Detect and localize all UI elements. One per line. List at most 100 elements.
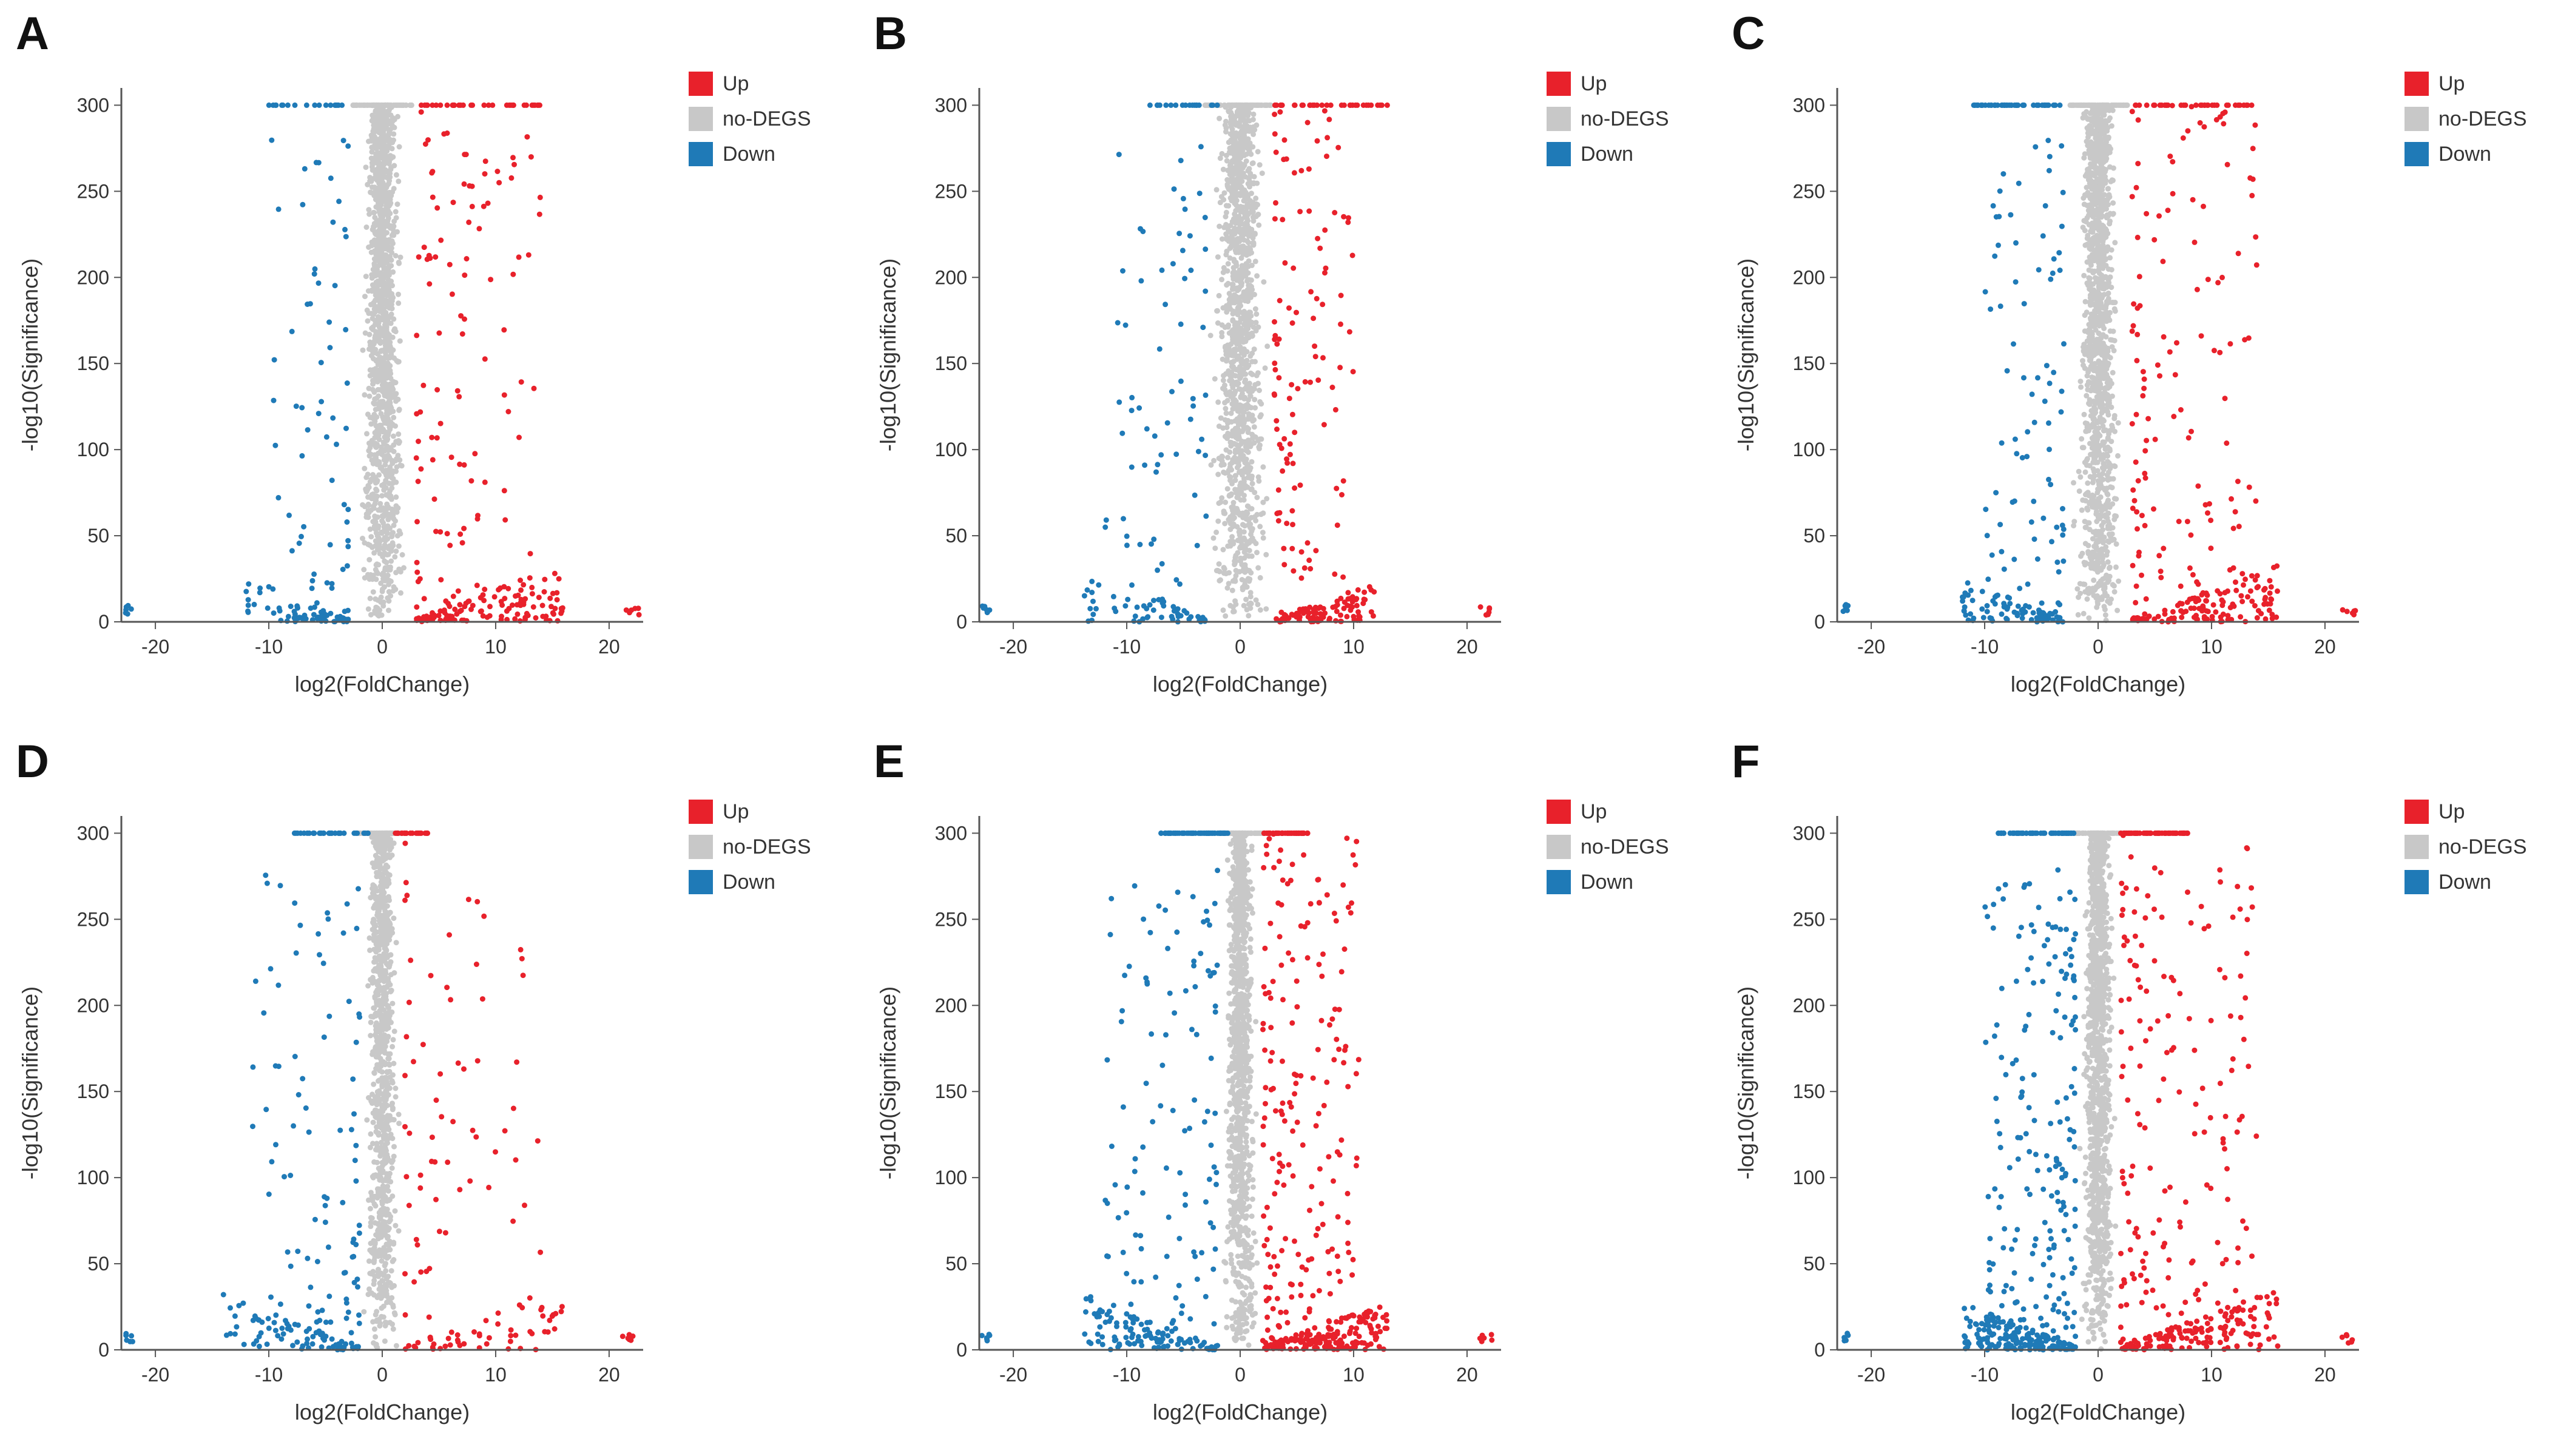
- point-up: [461, 525, 467, 531]
- point-no-degs: [1252, 514, 1258, 520]
- point-down: [1132, 613, 1138, 619]
- point-up: [441, 131, 447, 137]
- point-down: [289, 548, 295, 554]
- point-no-degs: [2110, 200, 2116, 206]
- point-down: [342, 226, 348, 232]
- point-no-degs: [1247, 521, 1254, 527]
- point-up: [1295, 610, 1301, 616]
- point-no-degs: [1242, 569, 1248, 575]
- point-no-degs: [365, 541, 371, 547]
- point-no-degs: [379, 586, 385, 592]
- point-no-degs: [372, 116, 378, 123]
- point-no-degs: [1230, 183, 1236, 189]
- point-down: [1202, 215, 1208, 220]
- point-no-degs: [370, 369, 376, 376]
- point-down: [270, 586, 276, 592]
- point-no-degs: [2090, 466, 2096, 472]
- point-no-degs: [2100, 364, 2106, 370]
- point-up: [1321, 108, 1328, 114]
- point-no-degs: [1257, 388, 1262, 393]
- point-no-degs: [1246, 363, 1252, 369]
- point-no-degs: [379, 518, 385, 524]
- point-up: [464, 256, 470, 261]
- point-up: [422, 141, 428, 147]
- point-no-degs: [382, 253, 388, 259]
- point-up: [2129, 109, 2135, 115]
- point-up: [1286, 615, 1292, 621]
- point-up: [1292, 430, 1298, 436]
- point-no-degs: [390, 468, 396, 474]
- point-no-degs: [1251, 346, 1257, 352]
- point-no-degs: [2092, 401, 2098, 406]
- point-no-degs: [397, 338, 403, 344]
- point-no-degs: [1223, 406, 1229, 411]
- point-no-degs: [2084, 373, 2090, 379]
- point-no-degs: [1227, 172, 1233, 178]
- point-no-degs: [2097, 168, 2103, 174]
- point-no-degs: [1224, 158, 1230, 164]
- legend-label: Up: [723, 72, 749, 95]
- point-down: [246, 581, 252, 587]
- point-no-degs: [392, 554, 398, 560]
- point-no-degs: [1223, 231, 1229, 237]
- point-no-degs: [397, 569, 403, 575]
- point-no-degs: [396, 178, 402, 184]
- point-no-degs: [1233, 601, 1239, 607]
- point-no-degs: [1213, 187, 1220, 193]
- point-no-degs: [1234, 379, 1240, 385]
- point-no-degs: [362, 294, 368, 300]
- y-axis-label: -log10(Significance): [876, 258, 900, 451]
- point-up: [1272, 112, 1278, 117]
- point-no-degs: [2115, 102, 2121, 108]
- point-no-degs: [390, 123, 396, 129]
- point-up: [1351, 613, 1357, 619]
- point-no-degs: [385, 453, 391, 459]
- point-down: [1182, 275, 1188, 281]
- point-no-degs: [1241, 549, 1247, 555]
- point-no-degs: [383, 575, 390, 581]
- point-down: [344, 563, 350, 569]
- point-up: [1362, 597, 1368, 602]
- point-no-degs: [1220, 166, 1226, 172]
- point-no-degs: [2088, 561, 2094, 567]
- point-no-degs: [381, 111, 387, 117]
- y-tick-label: 300: [77, 94, 109, 116]
- point-no-degs: [377, 340, 383, 346]
- point-no-degs: [2115, 453, 2121, 459]
- point-no-degs: [1241, 352, 1247, 358]
- point-down: [327, 542, 333, 548]
- point-no-degs: [1222, 433, 1228, 439]
- point-no-degs: [2101, 112, 2107, 118]
- point-no-degs: [1217, 568, 1223, 575]
- point-down: [1158, 452, 1164, 458]
- point-up: [1298, 575, 1304, 581]
- point-up: [1349, 252, 1355, 258]
- point-no-degs: [388, 164, 394, 170]
- point-no-degs: [1223, 410, 1229, 416]
- point-down: [1158, 615, 1164, 621]
- point-no-degs: [1252, 306, 1258, 312]
- point-no-degs: [2084, 382, 2090, 388]
- point-no-degs: [382, 316, 388, 322]
- point-down: [330, 219, 336, 225]
- point-up: [1334, 485, 1340, 491]
- point-down: [1171, 186, 1177, 192]
- point-no-degs: [1224, 585, 1230, 591]
- point-no-degs: [2096, 197, 2102, 203]
- point-no-degs: [1241, 187, 1247, 193]
- point-no-degs: [1215, 399, 1221, 405]
- point-no-degs: [1246, 166, 1252, 172]
- point-no-degs: [372, 526, 378, 532]
- point-no-degs: [2085, 507, 2091, 513]
- point-no-degs: [2110, 165, 2116, 171]
- point-up: [1297, 482, 1303, 488]
- point-up: [429, 434, 435, 440]
- point-no-degs: [1237, 107, 1243, 113]
- point-no-degs: [1243, 261, 1249, 267]
- point-no-degs: [1225, 543, 1231, 549]
- point-up: [515, 611, 521, 617]
- point-no-degs: [1219, 322, 1225, 328]
- point-no-degs: [370, 348, 376, 354]
- point-no-degs: [373, 358, 379, 364]
- point-no-degs: [1212, 376, 1218, 382]
